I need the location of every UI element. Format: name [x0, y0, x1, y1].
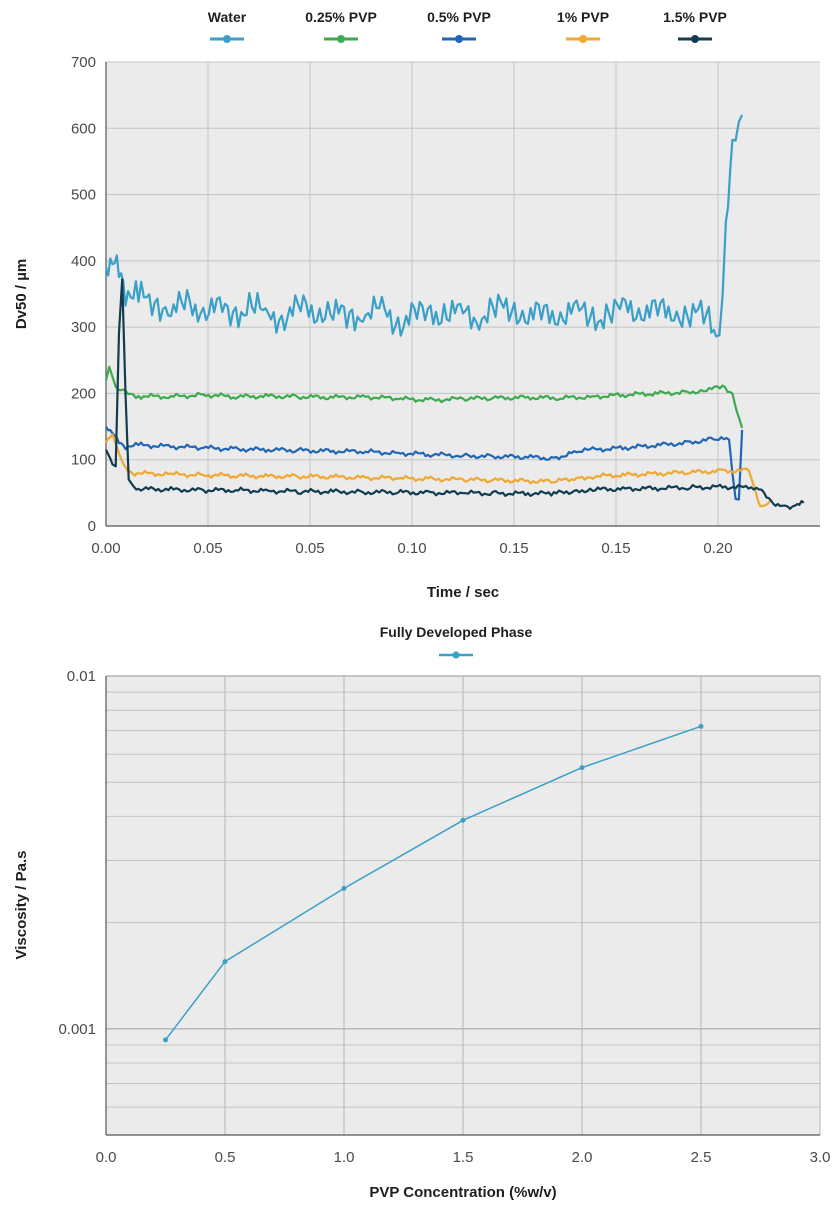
viscosity-x-tick-label: 2.5: [691, 1149, 712, 1166]
dv50-series-line: [105, 426, 744, 501]
viscosity-chart: Fully Developed Phase 0.0 0.5 1.0 1.5 2.0 2.5…: [13, 624, 830, 1201]
dv50-y-tick-label: 600: [71, 120, 96, 137]
dv50-x-tick-label: 0.05: [193, 540, 222, 557]
dv50-x-tick-label: 0.00: [91, 540, 120, 557]
viscosity-data-point: [163, 1037, 168, 1043]
viscosity-x-tick-label: 3.0: [810, 1149, 831, 1166]
viscosity-series-line: [164, 725, 702, 1041]
dv50-y-tick-label: 700: [71, 54, 96, 71]
viscosity-data-point: [460, 817, 466, 823]
viscosity-y-axis-title: Viscosity / Pa.s: [13, 851, 30, 960]
dv50-y-tick-label: 200: [71, 385, 96, 402]
viscosity-legend-label: Fully Developed Phase: [380, 624, 533, 640]
dv50-legend-label: Water: [208, 9, 247, 25]
dv50-y-axis-title: Dv50 / µm: [13, 259, 30, 329]
dv50-legend-marker: [337, 35, 345, 43]
dv50-x-tick-label: 0.15: [499, 540, 528, 557]
dv50-legend-marker: [223, 35, 231, 43]
viscosity-data-point: [579, 765, 585, 771]
dv50-series-line: [104, 365, 744, 429]
dv50-y-tick-label: 0: [88, 518, 96, 535]
viscosity-data-point: [698, 723, 704, 729]
viscosity-x-axis-title: PVP Concentration (%w/v): [369, 1184, 556, 1201]
dv50-legend-label: 1.5% PVP: [663, 9, 727, 25]
dv50-series-line: [104, 114, 744, 338]
dv50-y-tick-label: 100: [71, 452, 96, 469]
dv50-legend-label: 0.5% PVP: [427, 9, 491, 25]
dv50-x-tick-label: 0.20: [703, 540, 732, 557]
viscosity-x-tick-label: 1.5: [453, 1149, 474, 1166]
dv50-y-tick-label: 400: [71, 253, 96, 270]
dv50-legend-marker: [691, 35, 699, 43]
dv50-chart: Water 0.25% PVP 0.5% PVP 1% PVP 1.5% PVP 0.0…: [13, 9, 820, 601]
viscosity-legend-marker: [452, 651, 460, 659]
viscosity-y-tick-label: 0.001: [58, 1021, 96, 1038]
dv50-legend-marker: [455, 35, 463, 43]
dv50-x-tick-label: 0.10: [397, 540, 426, 557]
dv50-series-line: [105, 278, 805, 510]
dv50-x-tick-label: 0.15: [601, 540, 630, 557]
dv50-legend-label: 0.25% PVP: [305, 9, 377, 25]
dv50-x-axis-title: Time / sec: [427, 584, 499, 601]
dv50-x-tick-label: 0.05: [295, 540, 324, 557]
viscosity-data-point: [222, 959, 228, 965]
viscosity-y-tick-label: 0.01: [67, 668, 96, 685]
viscosity-x-tick-label: 0.5: [215, 1149, 236, 1166]
viscosity-x-tick-label: 0.0: [96, 1149, 117, 1166]
dv50-legend-marker: [579, 35, 587, 43]
dv50-legend-label: 1% PVP: [557, 9, 609, 25]
viscosity-data-point: [341, 885, 347, 891]
dv50-series-line: [105, 433, 773, 508]
viscosity-x-tick-label: 1.0: [334, 1149, 355, 1166]
viscosity-x-tick-label: 2.0: [572, 1149, 593, 1166]
dv50-y-tick-label: 500: [71, 187, 96, 204]
dv50-y-tick-label: 300: [71, 319, 96, 336]
